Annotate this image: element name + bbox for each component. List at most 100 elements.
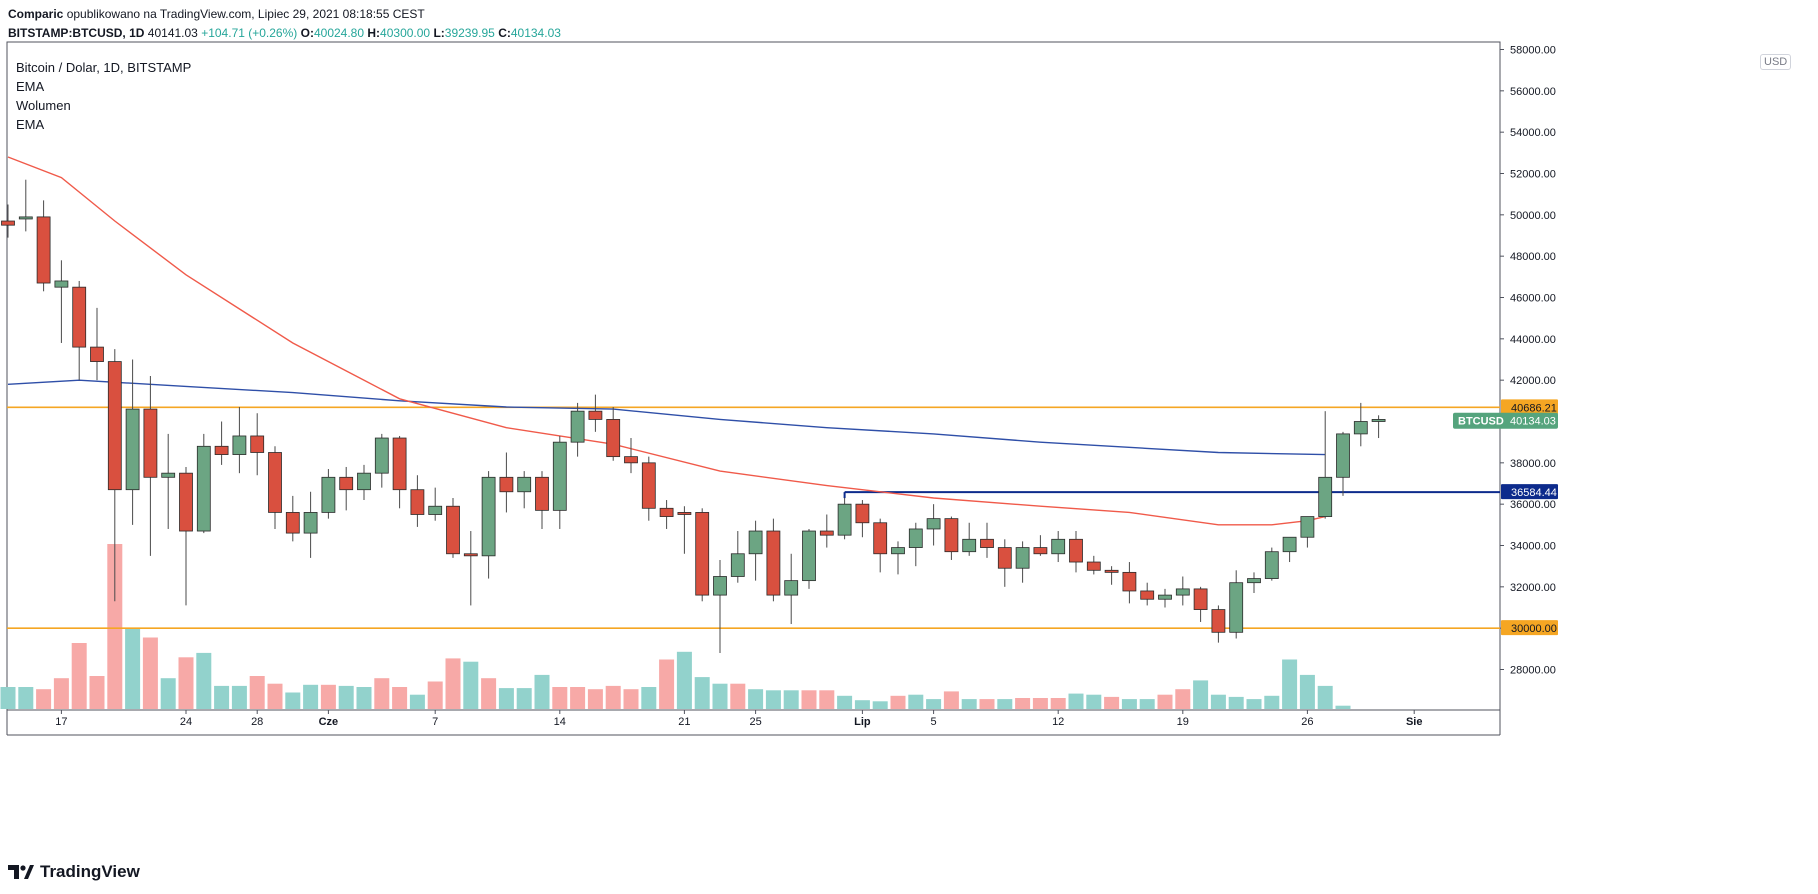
- candle-body: [1122, 571, 1137, 592]
- price-tick-label: 42000.00: [1510, 375, 1556, 387]
- candle: [570, 402, 585, 457]
- volume-bar: [1157, 694, 1173, 709]
- candle-body: [428, 505, 443, 515]
- candle-body: [855, 503, 870, 524]
- candle-body: [962, 538, 977, 553]
- volume-bar: [1068, 693, 1084, 709]
- candle-body: [908, 528, 923, 548]
- candle-body: [1193, 588, 1208, 610]
- candle-body: [748, 530, 763, 555]
- candle-body: [410, 489, 425, 515]
- volume-bar: [1264, 695, 1280, 709]
- candle-body: [802, 530, 816, 582]
- time-tick-label: 28: [251, 716, 263, 728]
- candle: [1336, 431, 1350, 496]
- candle-body: [446, 505, 460, 555]
- volume-bar: [267, 683, 283, 709]
- ohlc-row: BITSTAMP:BTCUSD, 1D 40141.03 +104.71 (+0…: [8, 26, 561, 40]
- candle-body: [1247, 578, 1261, 584]
- volume-bar: [320, 684, 336, 709]
- legend-item-ema-2[interactable]: EMA: [16, 117, 45, 132]
- price-tick-label: 48000.00: [1510, 251, 1556, 263]
- candle: [535, 471, 549, 529]
- candle-body: [1, 220, 15, 226]
- volume-bar: [249, 676, 265, 709]
- candle-body: [268, 452, 282, 513]
- volume-bar: [356, 687, 372, 709]
- candle-body: [517, 476, 532, 493]
- candle-body: [1015, 547, 1030, 569]
- candle-body: [535, 476, 549, 511]
- candle: [659, 500, 674, 529]
- candle-body: [1033, 547, 1048, 555]
- candle: [713, 559, 727, 653]
- volume-bar: [125, 628, 141, 709]
- tradingview-logo[interactable]: TradingView: [8, 862, 140, 882]
- high-label: H:: [367, 26, 381, 40]
- candle: [499, 452, 514, 513]
- candle-body: [837, 503, 852, 536]
- time-tick-label: 26: [1301, 716, 1313, 728]
- time-tick-label: 7: [432, 716, 438, 728]
- candle: [855, 500, 870, 538]
- candle: [446, 497, 460, 558]
- candle-body: [107, 361, 122, 491]
- candle: [552, 435, 567, 529]
- candle: [588, 394, 603, 432]
- candle-body: [1371, 419, 1386, 422]
- volume-bar: [1246, 699, 1262, 709]
- candle: [54, 260, 69, 343]
- last-price-badge: [1453, 412, 1558, 429]
- price-tick-label: 54000.00: [1510, 127, 1556, 139]
- level-price-label: 30000.00: [1511, 623, 1557, 635]
- currency-badge[interactable]: USD: [1760, 54, 1792, 70]
- candle: [624, 438, 638, 474]
- candle-body: [285, 512, 300, 534]
- candle: [873, 518, 888, 573]
- candle: [677, 506, 692, 554]
- candle-body: [1051, 538, 1066, 555]
- candle-body: [997, 547, 1012, 569]
- candle-body: [980, 538, 994, 548]
- candle: [997, 539, 1012, 587]
- volume-bar: [570, 687, 586, 709]
- candle: [517, 471, 532, 509]
- legend-item-ema-1[interactable]: EMA: [16, 79, 45, 94]
- volume-bar: [659, 659, 675, 709]
- volume-bar: [1193, 680, 1209, 709]
- volume-bar: [926, 699, 942, 709]
- volume-bar: [409, 694, 425, 709]
- tradingview-logo-text: TradingView: [40, 862, 140, 881]
- time-tick-label: 24: [180, 716, 192, 728]
- level-price-label: 40686.21: [1511, 402, 1557, 414]
- candle: [481, 471, 496, 579]
- volume-bar: [1139, 699, 1155, 709]
- price-tick-label: 28000.00: [1510, 665, 1556, 677]
- candle-body: [891, 547, 905, 555]
- candle: [303, 491, 318, 558]
- volume-bar: [142, 637, 158, 709]
- volume-bar: [1299, 674, 1315, 709]
- candle: [1069, 531, 1083, 573]
- candle: [161, 433, 176, 529]
- candle-body: [1104, 569, 1119, 573]
- candle: [1086, 555, 1101, 575]
- candle-body: [499, 476, 514, 493]
- candle-body: [944, 518, 959, 553]
- time-tick-label: Cze: [319, 716, 339, 728]
- candle-body: [1264, 551, 1279, 579]
- author-name: Comparic: [8, 7, 64, 21]
- candle-body: [1300, 516, 1315, 538]
- candle-body: [1175, 588, 1190, 596]
- price-tick-label: 32000.00: [1510, 582, 1556, 594]
- candle-body: [1211, 609, 1226, 633]
- low-value: 39239.95: [444, 26, 495, 40]
- volume-bar: [1175, 689, 1191, 709]
- publish-info: Comparic opublikowano na TradingView.com…: [8, 7, 425, 21]
- volume-bar: [908, 694, 924, 709]
- legend-title: Bitcoin / Dolar, 1D, BITSTAMP: [16, 60, 192, 75]
- legend-item-volume[interactable]: Wolumen: [16, 98, 71, 113]
- candle-body: [214, 445, 229, 455]
- candle: [90, 307, 104, 381]
